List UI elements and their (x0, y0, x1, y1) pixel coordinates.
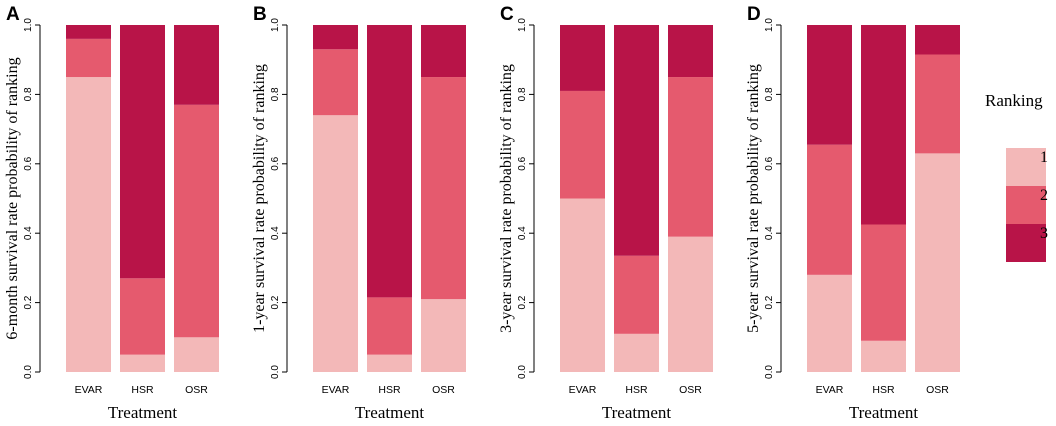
bar-hsr-rank-2 (120, 278, 165, 355)
x-tick-label: EVAR (75, 384, 103, 396)
x-axis-label: Treatment (849, 403, 919, 422)
bar-evar-rank-1 (66, 77, 111, 373)
y-tick-label: 0.2 (764, 295, 775, 309)
legend-label-2: 2 (1040, 187, 1048, 204)
bar-evar-rank-1 (807, 274, 852, 372)
bar-evar-rank-2 (313, 49, 358, 116)
legend-swatch-3 (1006, 224, 1046, 262)
legend-swatch-2 (1006, 186, 1046, 224)
y-tick-label: 0.4 (764, 226, 775, 240)
y-tick-label: 0.8 (764, 87, 775, 101)
legend-label-3: 3 (1040, 225, 1048, 242)
bar-hsr-rank-1 (861, 340, 906, 372)
y-tick-label: 0.4 (517, 226, 528, 240)
bar-evar-rank-3 (807, 25, 852, 145)
x-tick-label: HSR (872, 384, 895, 396)
bar-osr-rank-2 (668, 77, 713, 237)
bar-osr-rank-2 (174, 104, 219, 338)
bar-evar-rank-3 (313, 25, 358, 50)
x-axis-label: Treatment (602, 403, 672, 422)
bar-hsr-rank-2 (861, 224, 906, 341)
y-axis-label: 1-year survival rate probability of rank… (251, 64, 268, 333)
y-tick-label: 0.0 (517, 365, 528, 379)
y-axis-label: 3-year survival rate probability of rank… (498, 64, 515, 333)
x-axis-label: Treatment (108, 403, 178, 422)
y-tick-label: 1.0 (764, 18, 775, 32)
legend-label-1: 1 (1040, 149, 1048, 166)
y-tick-label: 0.2 (270, 295, 281, 309)
x-tick-label: EVAR (322, 384, 350, 396)
bar-evar-rank-1 (560, 198, 605, 372)
y-tick-label: 0.8 (517, 87, 528, 101)
x-tick-label: HSR (625, 384, 648, 396)
y-tick-label: 1.0 (270, 18, 281, 32)
y-tick-label: 0.2 (23, 295, 34, 309)
bar-hsr-rank-3 (367, 25, 412, 298)
panel-letter: C (500, 4, 514, 25)
x-axis-label: Treatment (355, 403, 425, 422)
bar-osr-rank-2 (421, 77, 466, 300)
y-tick-label: 0.8 (23, 87, 34, 101)
bar-hsr-rank-3 (120, 25, 165, 279)
bar-osr-rank-3 (668, 25, 713, 78)
y-tick-label: 0.0 (764, 365, 775, 379)
x-tick-label: EVAR (569, 384, 597, 396)
panel-b: B EVAR HSR OSR 0.0 0.2 0.4 0.6 0.8 1.0 1-year surv… (251, 4, 466, 422)
y-tick-label: 0.4 (23, 226, 34, 240)
bar-evar-rank-2 (560, 90, 605, 199)
bar-hsr-rank-2 (367, 297, 412, 355)
bar-osr-rank-3 (174, 25, 219, 105)
legend-swatch-1 (1006, 148, 1046, 186)
bar-osr-rank-2 (915, 54, 960, 154)
y-tick-label: 0.0 (23, 365, 34, 379)
y-tick-label: 0.6 (517, 156, 528, 170)
bar-evar-rank-3 (66, 25, 111, 39)
bar-hsr-rank-3 (861, 25, 906, 225)
legend-title: Ranking (985, 91, 1043, 110)
bar-hsr-rank-1 (367, 354, 412, 372)
y-tick-label: 0.6 (764, 156, 775, 170)
bar-evar-rank-1 (313, 115, 358, 372)
panel-c: C EVAR HSR OSR 0.0 0.2 0.4 0.6 0.8 1.0 3-year surv… (498, 4, 713, 422)
bar-osr-rank-1 (668, 236, 713, 372)
bar-osr-rank-1 (915, 153, 960, 372)
legend: Ranking 1 2 3 (985, 91, 1048, 262)
y-tick-label: 0.4 (270, 226, 281, 240)
y-tick-label: 1.0 (23, 18, 34, 32)
y-tick-label: 0.6 (23, 156, 34, 170)
panel-letter: D (747, 4, 761, 25)
x-tick-label: OSR (185, 384, 208, 396)
x-tick-label: OSR (679, 384, 702, 396)
y-axis-label: 6-month survival rate probability of ran… (4, 57, 21, 339)
x-tick-label: EVAR (816, 384, 844, 396)
x-tick-label: OSR (432, 384, 455, 396)
panel-a: A EVAR HSR OSR 0.0 0.2 0.4 0.6 0.8 1.0 6-month sur… (4, 4, 219, 422)
panels: A EVAR HSR OSR 0.0 0.2 0.4 0.6 0.8 1.0 6-month sur… (4, 4, 960, 422)
x-tick-label: HSR (378, 384, 401, 396)
x-tick-label: HSR (131, 384, 154, 396)
bar-osr-rank-3 (915, 25, 960, 55)
bar-evar-rank-2 (66, 38, 111, 78)
bar-evar-rank-3 (560, 25, 605, 91)
panel-letter: B (253, 4, 267, 25)
bar-osr-rank-1 (421, 299, 466, 372)
x-tick-label: OSR (926, 384, 949, 396)
y-tick-label: 0.0 (270, 365, 281, 379)
y-tick-label: 0.8 (270, 87, 281, 101)
bar-osr-rank-1 (174, 337, 219, 372)
bar-hsr-rank-3 (614, 25, 659, 256)
y-tick-label: 1.0 (517, 18, 528, 32)
bar-hsr-rank-1 (120, 354, 165, 372)
bar-hsr-rank-2 (614, 255, 659, 334)
panel-d: D EVAR HSR OSR 0.0 0.2 0.4 0.6 0.8 1.0 5-year surv… (745, 4, 960, 422)
bar-evar-rank-2 (807, 144, 852, 275)
y-tick-label: 0.2 (517, 295, 528, 309)
bar-osr-rank-3 (421, 25, 466, 78)
y-axis-label: 5-year survival rate probability of rank… (745, 64, 762, 333)
panel-letter: A (6, 4, 20, 25)
bar-hsr-rank-1 (614, 333, 659, 372)
y-tick-label: 0.6 (270, 156, 281, 170)
